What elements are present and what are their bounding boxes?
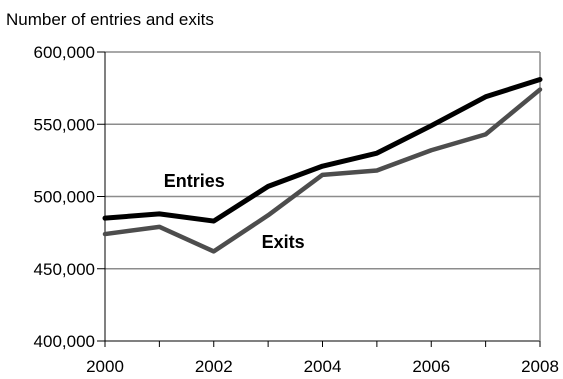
x-tick-label: 2002: [195, 357, 233, 376]
series-line-entries: [102, 76, 543, 224]
series-label-exits: Exits: [262, 232, 305, 252]
series-label-entries: Entries: [164, 171, 225, 191]
x-tick-label: 2004: [304, 357, 342, 376]
x-tick-label: 2006: [412, 357, 450, 376]
y-tick-label: 400,000: [34, 332, 95, 351]
x-tick-label: 2000: [86, 357, 124, 376]
y-tick-label: 550,000: [34, 115, 95, 134]
x-tick-label: 2008: [521, 357, 559, 376]
y-axis-ticks: 400,000 450,000 500,000 550,000 600,000: [34, 43, 105, 351]
y-tick-label: 450,000: [34, 260, 95, 279]
series-lines: [102, 76, 543, 254]
x-axis-ticks: 2000 2002 2004 2006 2008: [86, 341, 559, 376]
y-axis-title: Number of entries and exits: [6, 10, 214, 29]
gridlines: [105, 51, 540, 270]
y-tick-label: 500,000: [34, 188, 95, 207]
series-line-exits: [102, 87, 543, 254]
y-tick-label: 600,000: [34, 43, 95, 62]
